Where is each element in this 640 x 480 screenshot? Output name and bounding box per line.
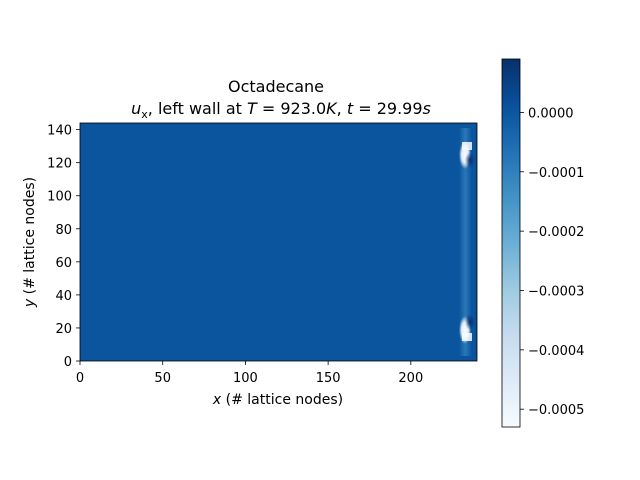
x-tick-label: 200 (398, 371, 423, 386)
x-axis: 0 50 100 150 200 (76, 361, 423, 386)
heatmap-high-spot-top (465, 152, 475, 168)
y-tick-label: 40 (55, 289, 72, 304)
colorbar-axis: 0.0000 −0.0001 −0.0002 −0.0003 −0.0004 −0.000… (520, 106, 584, 418)
x-tick-label: 150 (316, 371, 341, 386)
heatmap-right-edge (459, 128, 477, 356)
colorbar-tick-label: −0.0005 (528, 403, 584, 418)
y-axis-label: y (# lattice nodes) (22, 177, 38, 308)
x-tick-label: 100 (233, 371, 258, 386)
heatmap-edge-band-top (462, 142, 472, 150)
y-tick-label: 60 (55, 256, 72, 271)
chart-title: Octadecane (228, 77, 324, 96)
chart-subtitle: ux, left wall at T = 923.0K, t = 29.99s (131, 99, 431, 121)
x-tick-label: 50 (154, 371, 171, 386)
y-tick-label: 20 (55, 322, 72, 337)
y-axis: 0 20 40 60 80 100 120 140 (47, 124, 80, 370)
heatmap-background (80, 123, 477, 361)
y-tick-label: 120 (47, 157, 72, 172)
y-tick-label: 100 (47, 190, 72, 205)
colorbar-tick-label: −0.0001 (528, 166, 584, 181)
x-axis-label: x (# lattice nodes) (212, 392, 343, 408)
heatmap-edge-band-bottom (462, 333, 472, 341)
heatmap-high-spot-bottom (465, 314, 475, 330)
plot-frame (79, 122, 478, 362)
colorbar-tick-label: 0.0000 (528, 106, 574, 121)
colorbar (501, 58, 521, 428)
y-tick-label: 140 (47, 124, 72, 139)
colorbar-tick-label: −0.0003 (528, 284, 584, 299)
heatmap (80, 123, 477, 361)
colorbar-tick-label: −0.0004 (528, 344, 584, 359)
y-tick-label: 80 (55, 223, 72, 238)
colorbar-tick-label: −0.0002 (528, 225, 584, 240)
y-tick-label: 0 (64, 355, 72, 370)
x-tick-label: 0 (76, 371, 84, 386)
